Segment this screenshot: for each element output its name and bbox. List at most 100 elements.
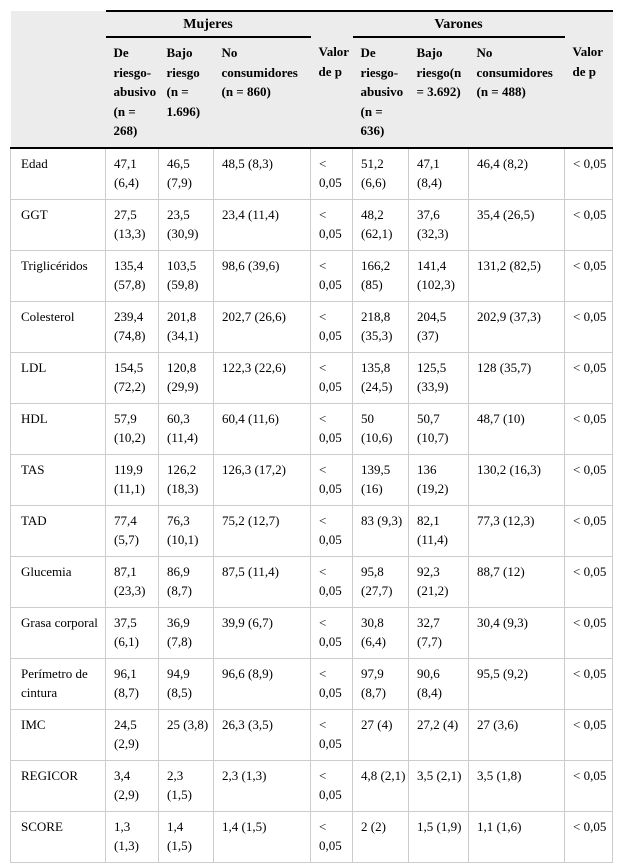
table-cell: 2,3 (1,5) — [158, 759, 214, 812]
table-cell: 48,5 (8,3) — [213, 147, 311, 200]
table-cell: < 0,05 — [564, 351, 613, 404]
table-cell: 131,2 (82,5) — [468, 249, 565, 302]
table-cell: 136 (19,2) — [408, 453, 469, 506]
table-cell: 4,8 (2,1) — [352, 759, 409, 812]
table-cell: < 0,05 — [310, 708, 353, 761]
row-label: LDL — [10, 351, 106, 404]
table-cell: < 0,05 — [564, 402, 613, 455]
table-cell: < 0,05 — [564, 249, 613, 302]
table-row: Perímetro de cintura 96,1 (8,7) 94,9 (8,5)… — [10, 657, 613, 710]
table-row: REGICOR 3,4 (2,9) 2,3 (1,5) 2,3 (1,3) < 0,05… — [10, 759, 613, 812]
table-cell: 130,2 (16,3) — [468, 453, 565, 506]
table-cell: 3,5 (2,1) — [408, 759, 469, 812]
table-cell: < 0,05 — [564, 198, 613, 251]
table-cell: 77,4 (5,7) — [105, 504, 159, 557]
row-label: Perímetro de cintura — [10, 657, 106, 710]
table-cell: 46,5 (7,9) — [158, 147, 214, 200]
table-cell: 37,5 (6,1) — [105, 606, 159, 659]
table-row: HDL 57,9 (10,2) 60,3 (11,4) 60,4 (11,6) < 0,… — [10, 402, 613, 455]
table-cell: 1,1 (1,6) — [468, 810, 565, 863]
table-cell: < 0,05 — [564, 810, 613, 863]
table-cell: < 0,05 — [564, 504, 613, 557]
table-cell: 60,4 (11,6) — [213, 402, 311, 455]
table-cell: 25 (3,8) — [158, 708, 214, 761]
table-body: Edad 47,1 (6,4) 46,5 (7,9) 48,5 (8,3) < 0,05… — [10, 147, 613, 863]
table-cell: < 0,05 — [310, 249, 353, 302]
table-cell: 202,9 (37,3) — [468, 300, 565, 353]
table-cell: 47,1 (6,4) — [105, 147, 159, 200]
table-cell: 96,6 (8,9) — [213, 657, 311, 710]
table-cell: < 0,05 — [310, 300, 353, 353]
table-row: TAS 119,9 (11,1) 126,2 (18,3) 126,3 (17,2) <… — [10, 453, 613, 506]
table-cell: 60,3 (11,4) — [158, 402, 214, 455]
table-header: Mujeres Varones De riesgo-abusivo (n = 26… — [10, 10, 613, 149]
table-cell: < 0,05 — [310, 810, 353, 863]
table-cell: 166,2 (85) — [352, 249, 409, 302]
table-cell: 92,3 (21,2) — [408, 555, 469, 608]
table-cell: < 0,05 — [310, 606, 353, 659]
row-label: TAD — [10, 504, 106, 557]
table-row: Grasa corporal 37,5 (6,1) 36,9 (7,8) 39,9 (… — [10, 606, 613, 659]
table-cell: 126,3 (17,2) — [213, 453, 311, 506]
row-label: REGICOR — [10, 759, 106, 812]
table-cell: 30,4 (9,3) — [468, 606, 565, 659]
table-cell: 87,5 (11,4) — [213, 555, 311, 608]
table-cell: 37,6 (32,3) — [408, 198, 469, 251]
row-label: IMC — [10, 708, 106, 761]
table-cell: 95,5 (9,2) — [468, 657, 565, 710]
column-header-7: No consumidores (n = 488) — [468, 37, 565, 149]
table-cell: 23,4 (11,4) — [213, 198, 311, 251]
column-header-row: De riesgo-abusivo (n = 268) Bajo riesgo (… — [10, 37, 613, 149]
table-cell: < 0,05 — [564, 555, 613, 608]
table-cell: 202,7 (26,6) — [213, 300, 311, 353]
table-cell: < 0,05 — [310, 351, 353, 404]
table-cell: 27,2 (4) — [408, 708, 469, 761]
table-cell: 50,7 (10,7) — [408, 402, 469, 455]
column-header-5: De riesgo-abusivo (n = 636) — [352, 37, 409, 149]
table-cell: 103,5 (59,8) — [158, 249, 214, 302]
table-cell: 120,8 (29,9) — [158, 351, 214, 404]
column-header-blank — [10, 37, 106, 149]
table-cell: 135,4 (57,8) — [105, 249, 159, 302]
table-cell: 96,1 (8,7) — [105, 657, 159, 710]
table-cell: < 0,05 — [564, 300, 613, 353]
table-cell: 3,4 (2,9) — [105, 759, 159, 812]
table-cell: 75,2 (12,7) — [213, 504, 311, 557]
table-cell: < 0,05 — [310, 657, 353, 710]
table-cell: 51,2 (6,6) — [352, 147, 409, 200]
table-cell: < 0,05 — [310, 759, 353, 812]
group-header-gap — [310, 10, 353, 37]
table-cell: < 0,05 — [564, 708, 613, 761]
table-cell: 1,4 (1,5) — [158, 810, 214, 863]
table-cell: 32,7 (7,7) — [408, 606, 469, 659]
table-cell: < 0,05 — [564, 759, 613, 812]
table-cell: 48,7 (10) — [468, 402, 565, 455]
group-header-row: Mujeres Varones — [10, 10, 613, 38]
table-cell: 2 (2) — [352, 810, 409, 863]
table-cell: 27 (4) — [352, 708, 409, 761]
row-label: Edad — [10, 147, 106, 200]
table-cell: < 0,05 — [564, 606, 613, 659]
table-cell: < 0,05 — [310, 453, 353, 506]
table-cell: 139,5 (16) — [352, 453, 409, 506]
table-cell: 27,5 (13,3) — [105, 198, 159, 251]
table-cell: 83 (9,3) — [352, 504, 409, 557]
column-header-8: Valor de p — [564, 37, 613, 149]
table-cell: 204,5 (37) — [408, 300, 469, 353]
table-cell: 30,8 (6,4) — [352, 606, 409, 659]
table-cell: < 0,05 — [310, 504, 353, 557]
table-cell: 39,9 (6,7) — [213, 606, 311, 659]
table-cell: 1,5 (1,9) — [408, 810, 469, 863]
table-cell: 26,3 (3,5) — [213, 708, 311, 761]
table-cell: 128 (35,7) — [468, 351, 565, 404]
table-cell: 201,8 (34,1) — [158, 300, 214, 353]
table-cell: 218,8 (35,3) — [352, 300, 409, 353]
table-cell: 97,9 (8,7) — [352, 657, 409, 710]
table-row: Edad 47,1 (6,4) 46,5 (7,9) 48,5 (8,3) < 0,05… — [10, 147, 613, 200]
table-cell: 76,3 (10,1) — [158, 504, 214, 557]
column-header-2: Bajo riesgo (n = 1.696) — [158, 37, 214, 149]
row-label: Grasa corporal — [10, 606, 106, 659]
group-header-mujeres: Mujeres — [105, 10, 311, 38]
table-cell: 122,3 (22,6) — [213, 351, 311, 404]
